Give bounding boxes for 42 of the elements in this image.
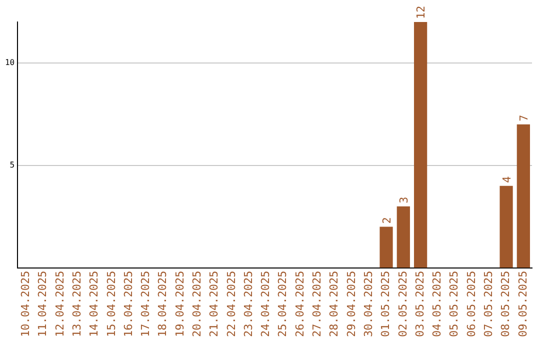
x-tick-label: 13.04.2025 — [70, 270, 84, 338]
data-label: 7 — [517, 114, 530, 122]
x-tick-label: 14.04.2025 — [88, 270, 101, 338]
x-tick-label: 21.04.2025 — [208, 270, 221, 338]
x-tick-label: 23.04.2025 — [242, 270, 255, 338]
x-tick-label: 20.04.2025 — [190, 270, 204, 338]
x-tick-label: 26.04.2025 — [293, 270, 306, 338]
x-tick-label: 24.04.2025 — [259, 270, 272, 338]
y-tick-label: 10 — [4, 58, 15, 68]
x-tick-label: 08.05.2025 — [499, 270, 512, 338]
bar — [516, 124, 530, 268]
x-tick-label: 04.05.2025 — [430, 270, 444, 338]
x-tick-label: 01.05.2025 — [379, 270, 392, 338]
x-tick-label: 09.05.2025 — [516, 270, 530, 338]
x-tick-label: 10.04.2025 — [19, 270, 32, 338]
x-tick-label: 03.05.2025 — [413, 270, 426, 338]
bar — [380, 226, 393, 268]
x-tick-label: 30.04.2025 — [362, 270, 375, 338]
x-tick-label: 29.04.2025 — [344, 270, 358, 338]
x-tick-label: 06.05.2025 — [464, 270, 478, 338]
bar — [500, 186, 513, 268]
x-tick-label: 18.04.2025 — [156, 270, 170, 338]
x-tick-label: 27.04.2025 — [310, 270, 324, 338]
x-tick-label: 05.05.2025 — [448, 270, 461, 338]
x-tick-label: 17.04.2025 — [139, 270, 152, 338]
data-label: 3 — [397, 196, 410, 204]
x-tick-label: 19.04.2025 — [173, 270, 186, 338]
x-tick-label: 16.04.2025 — [122, 270, 135, 338]
x-tick-label: 28.04.2025 — [328, 270, 341, 338]
bar — [396, 206, 410, 268]
bar — [414, 22, 428, 268]
y-tick-label: 5 — [10, 160, 15, 170]
x-tick-label: 07.05.2025 — [482, 270, 495, 338]
x-tick-label: 15.04.2025 — [104, 270, 118, 338]
x-tick-label: 02.05.2025 — [396, 270, 410, 338]
data-label: 12 — [414, 6, 428, 19]
x-tick-label: 12.04.2025 — [53, 270, 66, 338]
data-label: 2 — [380, 217, 394, 224]
x-tick-label: 25.04.2025 — [276, 270, 290, 338]
x-tick-label: 22.04.2025 — [224, 270, 238, 338]
data-label: 4 — [500, 176, 514, 183]
x-tick-label: 11.04.2025 — [36, 270, 50, 338]
